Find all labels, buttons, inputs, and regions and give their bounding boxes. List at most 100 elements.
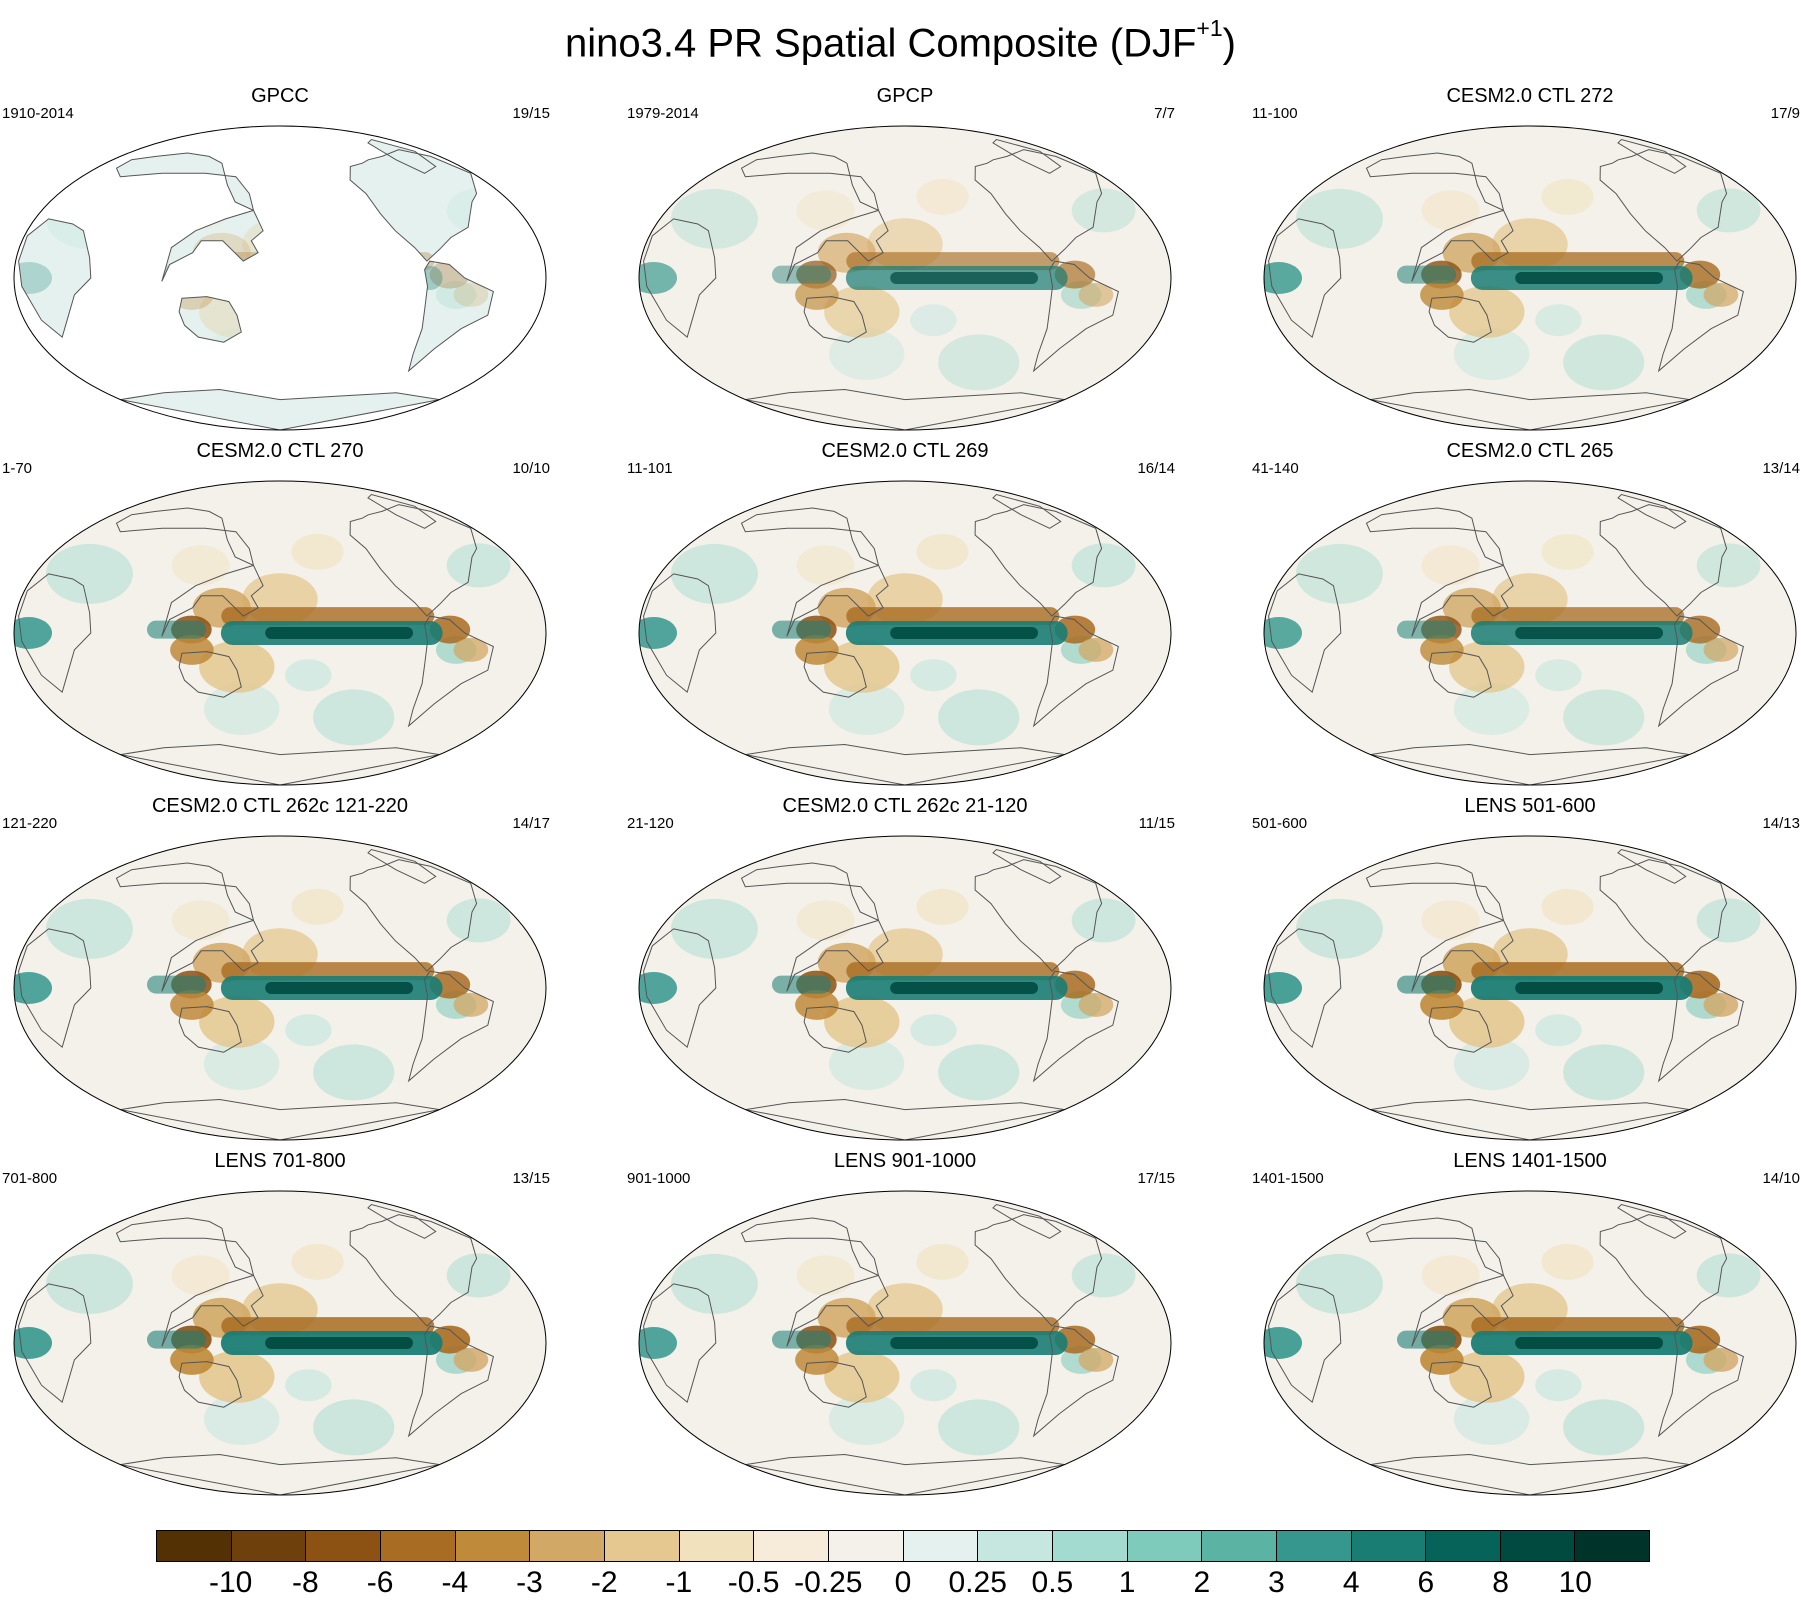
colorbar-box — [903, 1531, 979, 1561]
robinson-map — [13, 480, 547, 786]
colorbar-boxes — [156, 1530, 1650, 1562]
map-panel: CESM2.0 CTL 269 11-101 16/14 — [625, 439, 1185, 794]
colorbar-box — [455, 1531, 531, 1561]
map-panel: LENS 701-800 701-800 13/15 — [0, 1149, 560, 1504]
panel-title: CESM2.0 CTL 270 — [196, 440, 364, 462]
coastlines — [18, 138, 494, 430]
panel-event-counts: 14/10 — [1762, 1170, 1800, 1187]
colorbar-tick-label: -6 — [366, 1566, 394, 1599]
map-border — [13, 125, 547, 431]
panel-year-range: 11-100 — [1252, 105, 1298, 122]
panel-title: GPCC — [251, 85, 309, 107]
robinson-map — [1263, 835, 1797, 1141]
map-border — [13, 835, 547, 1141]
map-panel: LENS 901-1000 901-1000 17/15 — [625, 1149, 1185, 1504]
colorbar-tick-label: 2 — [1193, 1566, 1211, 1599]
colorbar-box — [1351, 1531, 1427, 1561]
precip-anomaly-field — [1264, 178, 1761, 391]
colorbar-tick-label: 3 — [1268, 1566, 1285, 1599]
panel-event-counts: 7/7 — [1154, 105, 1175, 122]
panel-event-counts: 10/10 — [512, 460, 550, 477]
panel-title: LENS 1401-1500 — [1453, 1150, 1607, 1172]
panel-year-range: 21-120 — [627, 815, 674, 832]
colorbar-tick-label: 6 — [1417, 1566, 1435, 1599]
precip-anomaly-field — [14, 1243, 511, 1456]
panel-title: CESM2.0 CTL 269 — [821, 440, 989, 462]
colorbar-tick-label: 10 — [1558, 1566, 1592, 1599]
coastlines — [643, 493, 1119, 785]
figure-title: nino3.4 PR Spatial Composite (DJF+1) — [0, 8, 1801, 69]
colorbar-tick-label: -2 — [590, 1566, 618, 1599]
map-panel: CESM2.0 CTL 262c 21-120 21-120 11/15 — [625, 794, 1185, 1149]
colorbar-box — [828, 1531, 904, 1561]
panel-event-counts: 14/17 — [512, 815, 550, 832]
robinson-map — [13, 835, 547, 1141]
panel-event-counts: 13/14 — [1762, 460, 1800, 477]
coastlines — [1268, 848, 1744, 1140]
coastlines — [18, 848, 494, 1140]
robinson-map — [13, 125, 547, 431]
panel-title: LENS 701-800 — [214, 1150, 346, 1172]
map-border — [1263, 480, 1797, 786]
panel-event-counts: 16/14 — [1137, 460, 1175, 477]
map-border — [1263, 835, 1797, 1141]
panel-year-range: 901-1000 — [627, 1170, 691, 1187]
map-border — [638, 480, 1172, 786]
map-panel: LENS 501-600 501-600 14/13 — [1250, 794, 1801, 1149]
map-panel: CESM2.0 CTL 270 1-70 10/10 — [0, 439, 560, 794]
colorbar-tick-label: 8 — [1492, 1566, 1509, 1599]
panel-event-counts: 17/15 — [1137, 1170, 1175, 1187]
figure-title-superscript: +1 — [1196, 15, 1223, 41]
map-panel: CESM2.0 CTL 272 11-100 17/9 — [1250, 84, 1801, 439]
panel-year-range: 1-70 — [2, 460, 33, 477]
panel-event-counts: 13/15 — [512, 1170, 550, 1187]
coastlines — [1268, 138, 1744, 430]
robinson-map — [1263, 480, 1797, 786]
map-panel: CESM2.0 CTL 265 41-140 13/14 — [1250, 439, 1801, 794]
map-panel: CESM2.0 CTL 262c 121-220 121-220 14/17 — [0, 794, 560, 1149]
robinson-map — [1263, 1190, 1797, 1496]
map-border — [13, 1190, 547, 1496]
panel-year-range: 701-800 — [2, 1170, 58, 1187]
coastlines — [643, 848, 1119, 1140]
map-border — [638, 1190, 1172, 1496]
panel-event-counts: 11/15 — [1138, 815, 1175, 832]
robinson-map — [638, 480, 1172, 786]
colorbar-tick-label: -3 — [516, 1566, 543, 1599]
panel-title: CESM2.0 CTL 272 — [1446, 85, 1614, 107]
colorbar-box — [1052, 1531, 1128, 1561]
colorbar-box — [306, 1531, 381, 1561]
panel-title: CESM2.0 CTL 265 — [1446, 440, 1614, 462]
figure-title-close: ) — [1222, 21, 1236, 66]
colorbar-box — [380, 1531, 456, 1561]
colorbar-tick-label: -0.5 — [727, 1566, 780, 1599]
robinson-map — [638, 125, 1172, 431]
precip-anomaly-field — [1264, 1243, 1761, 1456]
coastlines — [1268, 1203, 1744, 1495]
map-panel: GPCC 1910-2014 19/15 — [0, 84, 560, 439]
panel-title: CESM2.0 CTL 262c 21-120 — [782, 795, 1028, 817]
panel-event-counts: 17/9 — [1770, 105, 1800, 122]
colorbar-tick-label: -4 — [441, 1566, 469, 1599]
panel-year-range: 1910-2014 — [2, 105, 74, 122]
colorbar-tick-label: 0.25 — [948, 1566, 1007, 1599]
colorbar-tick-label: 0.5 — [1031, 1566, 1074, 1599]
panel-event-counts: 19/15 — [512, 105, 550, 122]
colorbar-box — [157, 1531, 232, 1561]
panel-year-range: 1979-2014 — [627, 105, 699, 122]
map-panel: GPCP 1979-2014 7/7 — [625, 84, 1185, 439]
colorbar-box — [1276, 1531, 1352, 1561]
colorbar-box — [754, 1531, 829, 1561]
panel-year-range: 1401-1500 — [1252, 1170, 1324, 1187]
map-border — [1263, 125, 1797, 431]
colorbar-tick-label: -10 — [209, 1566, 253, 1599]
coastlines — [18, 493, 494, 785]
colorbar-tick-label: -0.25 — [794, 1566, 863, 1599]
colorbar-box — [1426, 1531, 1501, 1561]
precip-anomaly-field — [14, 533, 511, 746]
panel-title: GPCP — [876, 85, 934, 107]
figure-title-text: nino3.4 PR Spatial Composite (DJF — [565, 21, 1197, 66]
colorbar-box — [978, 1531, 1053, 1561]
map-border — [13, 480, 547, 786]
colorbar-box — [231, 1531, 307, 1561]
